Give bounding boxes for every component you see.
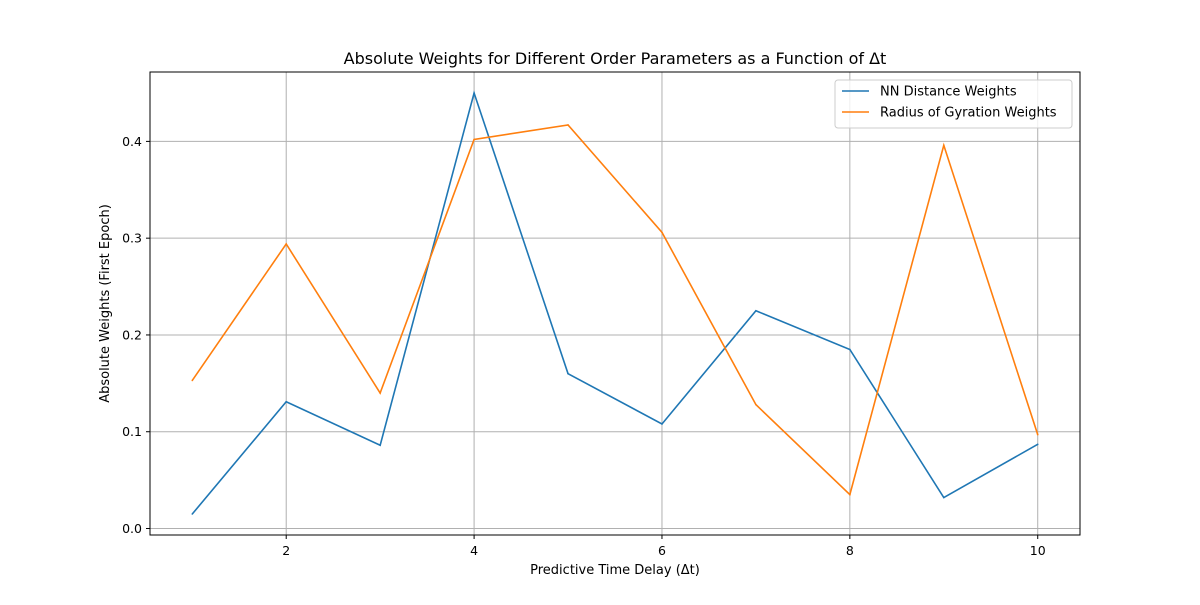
data-point <box>285 400 288 403</box>
series-layer <box>191 90 1039 515</box>
data-point <box>285 243 288 245</box>
data-point <box>661 423 663 425</box>
legend-entry: NN Distance Weights <box>880 85 1017 100</box>
plot-frame <box>149 71 1081 536</box>
legend-entry: Radius of Gyration Weights <box>880 106 1057 121</box>
x-tick-label: 2 <box>282 543 290 558</box>
x-tick-label: 6 <box>658 543 666 558</box>
data-point <box>942 144 945 147</box>
legend-box <box>834 79 1073 129</box>
series-line-2 <box>191 124 1039 497</box>
x-axis-label: Predictive Time Delay (Δt) <box>530 563 700 578</box>
data-point <box>755 309 757 312</box>
data-point <box>1036 443 1039 446</box>
data-point <box>473 138 475 141</box>
data-point <box>191 513 194 515</box>
y-tick-label: 0.0 <box>122 521 142 536</box>
data-point <box>567 372 569 375</box>
legend: NN Distance Weights Radius of Gyration We… <box>834 79 1073 129</box>
series-line-1 <box>191 90 1039 515</box>
y-tick-label: 0.1 <box>122 424 142 439</box>
data-point <box>1036 433 1039 436</box>
x-tick-label: 4 <box>470 543 478 558</box>
x-tick-label: 10 <box>1030 543 1046 558</box>
y-tick-label: 0.3 <box>122 231 142 246</box>
y-tick-label: 0.4 <box>122 134 142 149</box>
grid <box>150 72 1080 535</box>
data-point <box>379 444 381 447</box>
y-tick-label: 0.2 <box>122 327 142 342</box>
data-point <box>473 92 475 94</box>
y-axis-label: Absolute Weights (First Epoch) <box>98 204 113 403</box>
data-point <box>849 348 851 351</box>
data-point <box>755 403 757 406</box>
data-point <box>379 392 381 394</box>
data-point <box>661 231 663 234</box>
ticks: 2 4 6 8 10 0.0 0.1 0.2 0.3 0.4 <box>122 134 1046 558</box>
data-point <box>849 493 851 496</box>
data-point <box>567 124 569 126</box>
data-point <box>942 496 945 499</box>
x-tick-label: 8 <box>846 543 854 558</box>
chart-title: Absolute Weights for Different Order Par… <box>344 49 887 68</box>
data-point <box>191 379 194 382</box>
